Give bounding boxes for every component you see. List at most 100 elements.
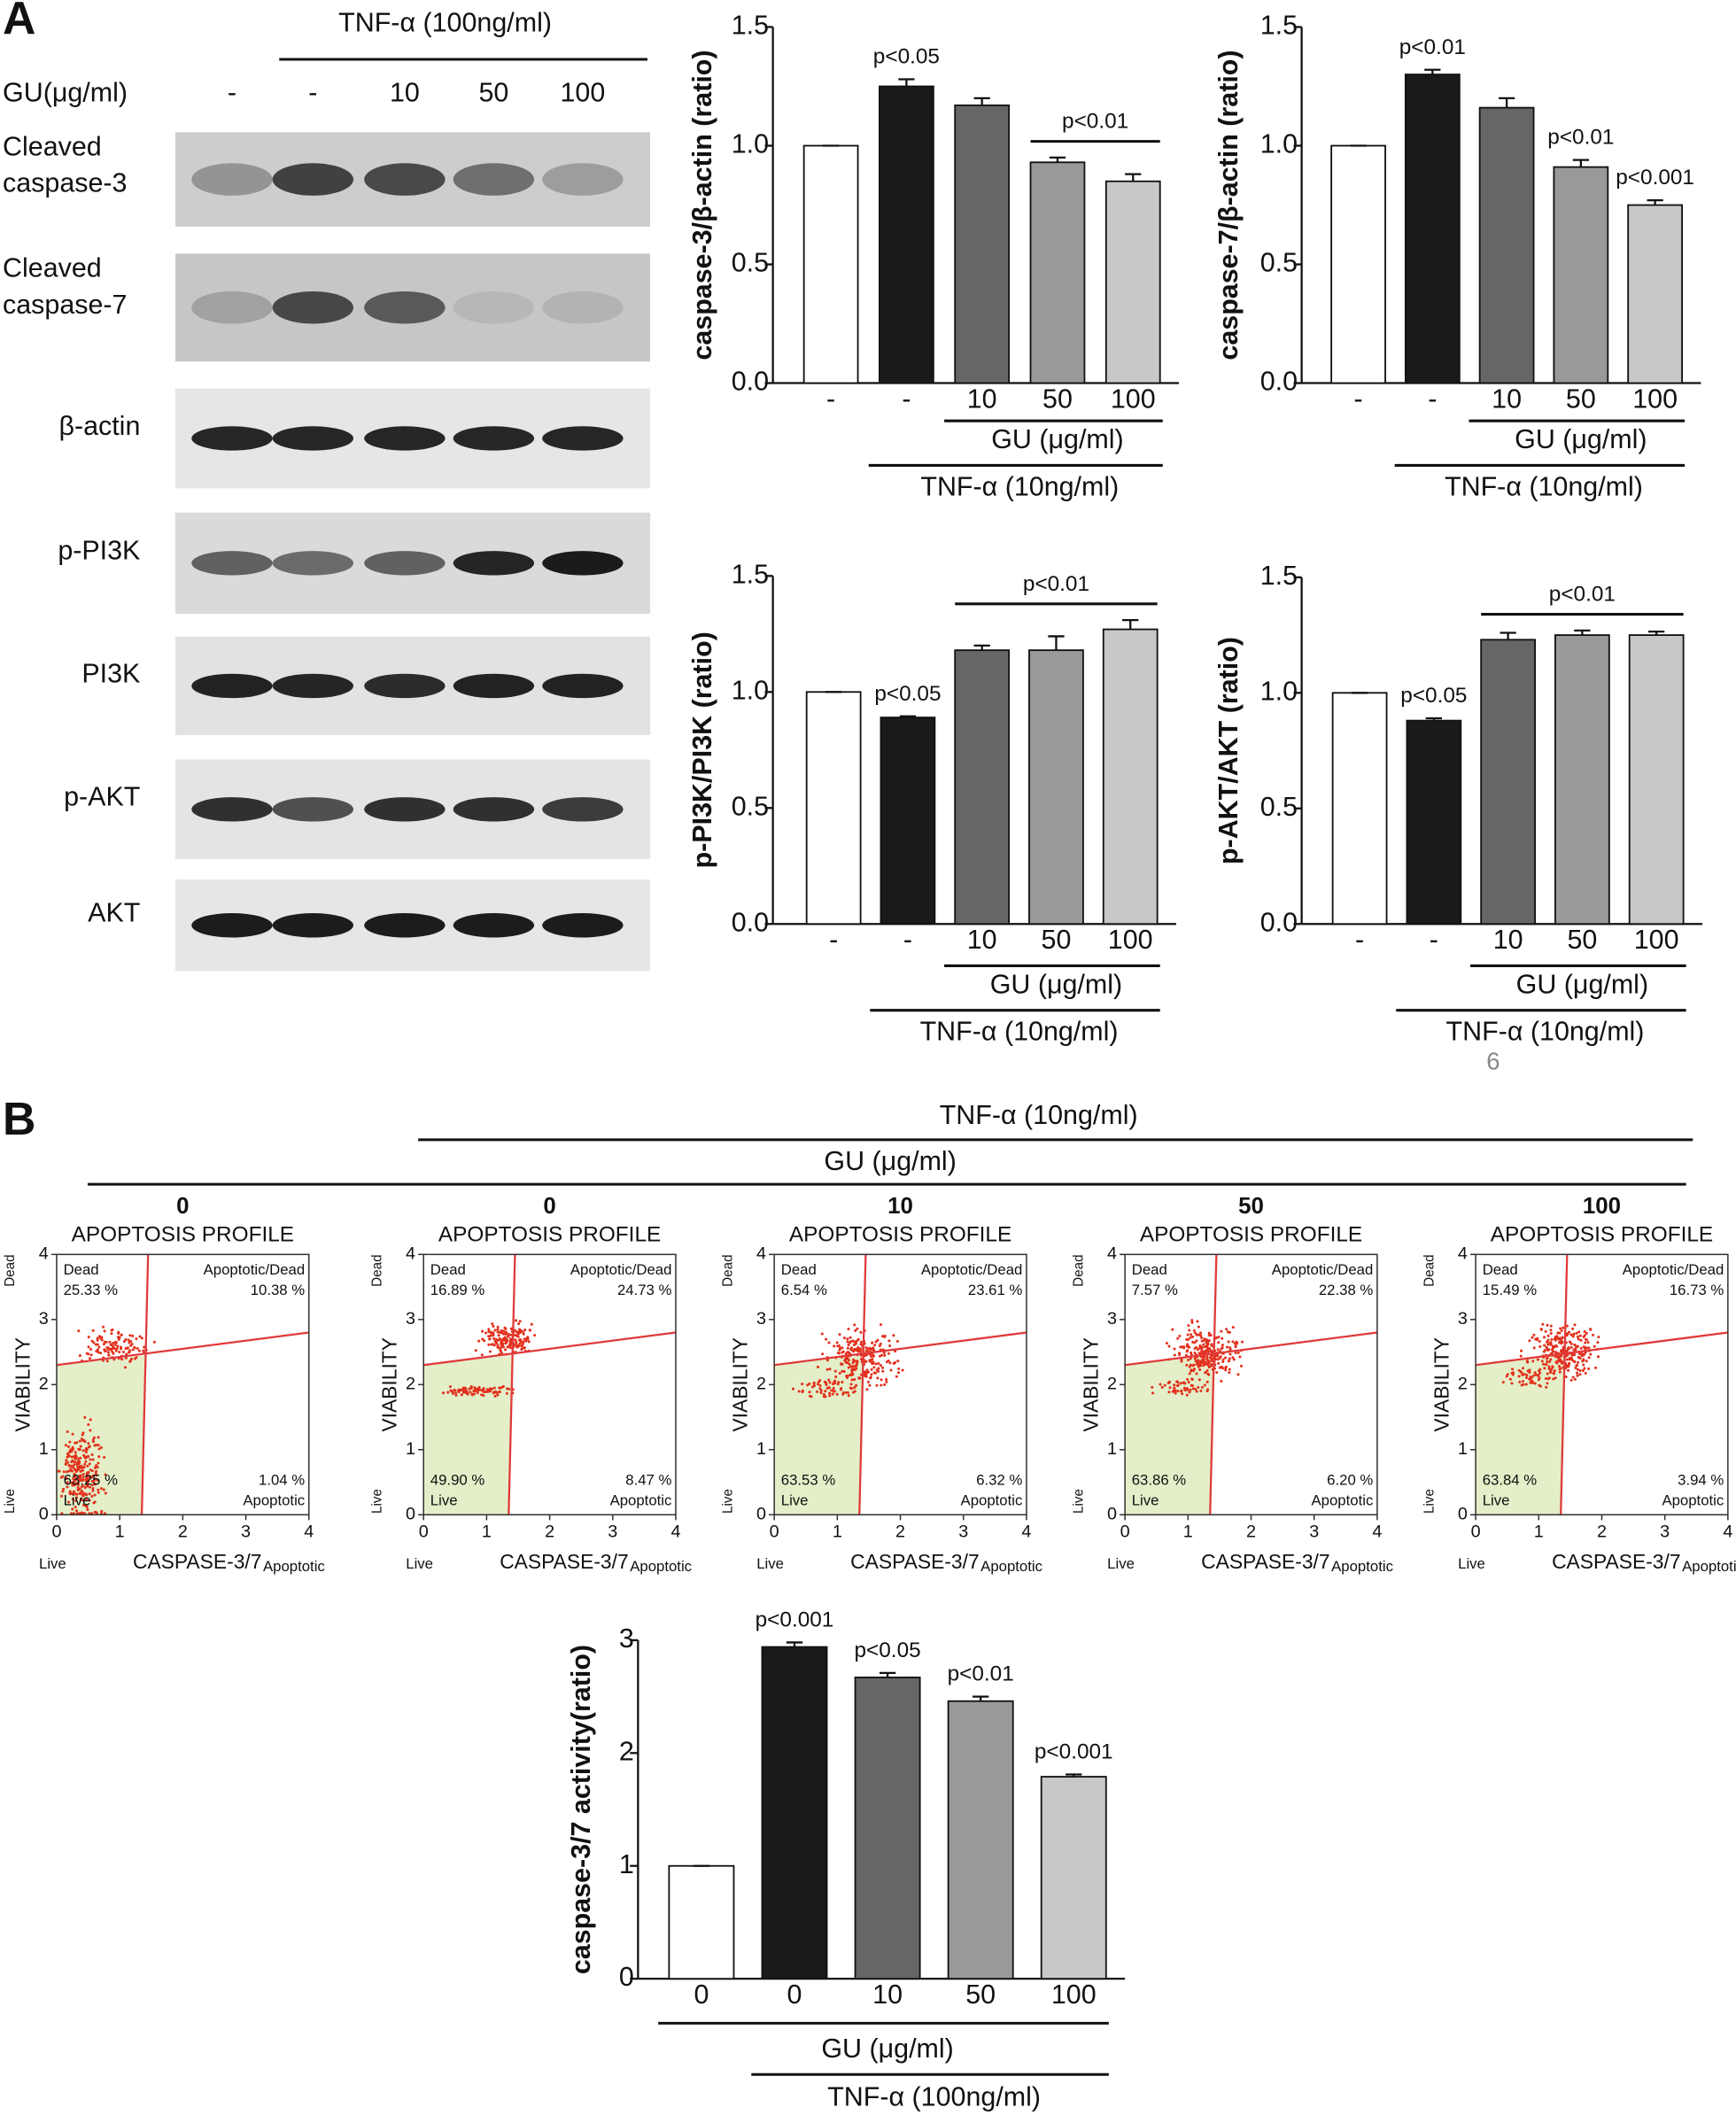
event-dot (1546, 1360, 1549, 1363)
event-dot (117, 1330, 120, 1334)
panel-title: APOPTOSIS PROFILE (1491, 1222, 1713, 1246)
event-dot (1554, 1355, 1557, 1359)
y-tick-label: 1.5 (732, 11, 769, 41)
event-dot (488, 1387, 492, 1391)
event-dot (856, 1327, 859, 1330)
event-dot (71, 1432, 74, 1436)
y-axis-end: Live (1071, 1489, 1086, 1514)
blot-dose-label: GU(μg/ml) (3, 78, 128, 108)
event-dot (853, 1367, 856, 1371)
event-dot (90, 1453, 94, 1456)
event-dot (143, 1345, 146, 1349)
quadrant-line (1475, 1331, 1729, 1367)
x-tick-label: - (1430, 925, 1438, 955)
event-dot (844, 1356, 848, 1360)
event-dot (1576, 1374, 1579, 1377)
event-dot (846, 1346, 849, 1350)
event-dot (1549, 1324, 1553, 1328)
event-dot (871, 1361, 874, 1365)
significance-label: p<0.05 (873, 45, 940, 69)
event-dot (460, 1388, 463, 1391)
event-dot (499, 1346, 502, 1350)
event-dot (872, 1366, 876, 1369)
event-dot (100, 1338, 104, 1342)
blot-band (364, 426, 446, 451)
event-dot (1216, 1348, 1220, 1352)
event-dot (808, 1382, 811, 1385)
x-tick-label: - (826, 383, 835, 414)
x-tick-label: 0 (694, 1979, 709, 2010)
event-dot (1510, 1382, 1514, 1385)
event-dot (88, 1476, 91, 1479)
event-dot (93, 1466, 97, 1469)
event-dot (1545, 1385, 1548, 1389)
event-dot (1567, 1346, 1570, 1350)
event-dot (501, 1332, 505, 1336)
event-dot (76, 1466, 80, 1469)
event-dot (1537, 1374, 1540, 1377)
event-dot (827, 1391, 832, 1395)
x-tick-label: 2 (178, 1522, 188, 1541)
blot-band (453, 551, 535, 576)
event-dot (1560, 1329, 1563, 1332)
event-dot (1186, 1377, 1190, 1381)
event-dot (87, 1442, 90, 1445)
event-dot (1207, 1334, 1211, 1337)
event-dot (74, 1453, 77, 1457)
event-dot (1188, 1391, 1191, 1394)
event-dot (1179, 1345, 1182, 1349)
event-dot (489, 1334, 492, 1337)
blot-band (364, 291, 446, 324)
event-dot (1226, 1330, 1230, 1334)
quadrant-name: Apoptotic/Dead (204, 1261, 306, 1278)
panel-title: APOPTOSIS PROFILE (789, 1222, 1011, 1246)
event-dot (801, 1389, 804, 1392)
event-dot (135, 1337, 138, 1341)
event-dot (74, 1499, 78, 1502)
event-dot (500, 1338, 503, 1342)
event-dot (129, 1344, 133, 1347)
event-dot (85, 1352, 89, 1355)
event-dot (526, 1337, 530, 1341)
x-tick-label: 100 (1051, 1979, 1097, 2010)
y-axis-title: p-AKT/AKT (ratio) (1213, 637, 1244, 864)
event-dot (80, 1485, 83, 1489)
event-dot (71, 1484, 74, 1487)
event-dot (76, 1485, 80, 1490)
event-dot (514, 1338, 517, 1342)
event-dot (84, 1460, 88, 1463)
event-dot (1577, 1356, 1581, 1360)
event-dot (88, 1485, 91, 1489)
y-tick-label: 1 (406, 1439, 415, 1459)
event-dot (99, 1445, 103, 1449)
event-dot (820, 1332, 824, 1336)
event-dot (107, 1353, 111, 1357)
event-dot (841, 1369, 844, 1373)
event-dot (118, 1336, 121, 1339)
event-dot (1548, 1371, 1553, 1375)
event-dot (1538, 1339, 1541, 1343)
event-dot (835, 1341, 839, 1344)
event-dot (1575, 1331, 1578, 1335)
blot-band (191, 913, 273, 938)
x-tick-label: 4 (670, 1522, 680, 1541)
event-dot (81, 1449, 85, 1453)
event-dot (65, 1470, 69, 1474)
event-dot (1186, 1343, 1190, 1346)
event-dot (1217, 1336, 1221, 1339)
event-dot (503, 1326, 507, 1329)
event-dot (79, 1499, 82, 1502)
event-dot (849, 1373, 852, 1376)
x-axis-sub: Apoptotic (263, 1558, 325, 1575)
event-dot (81, 1468, 85, 1472)
event-dot (86, 1484, 89, 1488)
event-dot (1519, 1354, 1523, 1358)
x-tick-label: 0 (1471, 1522, 1481, 1541)
blot-band (272, 291, 354, 324)
event-dot (84, 1479, 88, 1483)
event-dot (522, 1340, 525, 1344)
event-dot (841, 1392, 845, 1396)
quadrant-name: Live (781, 1491, 809, 1508)
event-dot (152, 1340, 156, 1344)
x-tick-label: 10 (1492, 383, 1522, 414)
